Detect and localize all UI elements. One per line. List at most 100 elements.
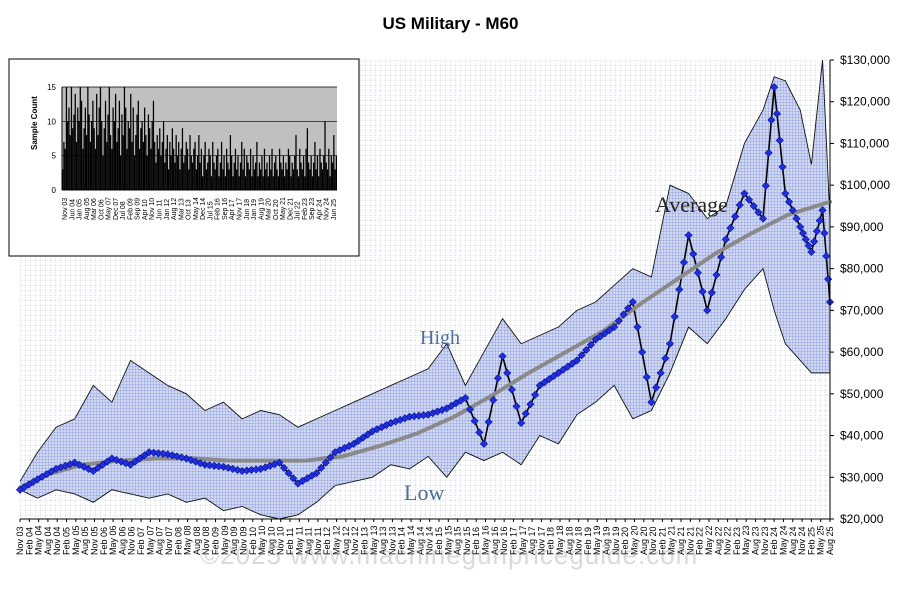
x-tick-label: Aug 18 (564, 526, 574, 555)
average-marker (822, 252, 831, 261)
inset-bar (181, 128, 184, 190)
inset-bar (102, 155, 104, 190)
average-marker (284, 469, 293, 478)
inset-bar (118, 100, 121, 190)
inset-bar (281, 169, 283, 190)
inset-bar (316, 155, 319, 190)
inset-bar (64, 148, 66, 190)
inset-x-tick-label: Apr 17 (229, 199, 236, 220)
average-marker (279, 463, 289, 472)
x-axis: Nov 03 Feb 04 May 04 Aug 04 Nov 04 Feb 05 May … (15, 518, 835, 555)
inset-bar (186, 148, 189, 190)
x-tick-label: May 25 (816, 525, 826, 555)
average-marker (289, 474, 298, 483)
inset-bar (142, 141, 144, 190)
inset-bar (143, 107, 146, 190)
average-marker (112, 456, 121, 465)
x-tick-label: Nov 06 (127, 526, 137, 555)
x-tick-label: Nov 22 (723, 526, 733, 555)
average-marker (703, 306, 712, 315)
average-marker (772, 109, 782, 118)
inset-bar (111, 148, 113, 190)
average-marker (812, 227, 822, 236)
inset-bar (318, 176, 320, 190)
inset-bar (101, 121, 103, 190)
inset-bar (246, 155, 248, 190)
inset-bar (310, 155, 312, 190)
average-marker (465, 405, 475, 414)
x-tick-label: May 11 (294, 526, 304, 555)
inset-bar (188, 169, 190, 190)
inset-ylabel: Sample Count (30, 96, 39, 150)
average-marker (349, 439, 358, 448)
inset-bars (62, 86, 337, 190)
average-marker (670, 312, 679, 321)
inset-bar (247, 162, 249, 190)
inset-bar (122, 135, 124, 190)
average-marker (317, 463, 326, 472)
inset-bar (75, 141, 78, 190)
inset-bar (189, 135, 191, 190)
x-tick-label: Nov 16 (499, 526, 509, 555)
x-tick-label: Feb 05 (62, 527, 72, 555)
average-marker (586, 340, 595, 349)
average-marker (726, 223, 735, 232)
inset-bar (265, 169, 267, 190)
inset-bar (330, 155, 332, 190)
inset-bar (200, 148, 203, 190)
average-marker (159, 449, 168, 458)
average-marker (770, 83, 779, 92)
average-marker (721, 235, 730, 244)
average-marker (568, 359, 577, 368)
inset-bar (99, 87, 102, 190)
average-marker (270, 460, 279, 469)
x-tick-label: Feb 13 (359, 527, 369, 555)
average-marker (359, 433, 368, 442)
inset-bar (162, 121, 165, 190)
inset-x-tick-label: Mar 13 (178, 198, 185, 220)
x-tick-label: May 08 (183, 525, 193, 555)
inset-bar (178, 141, 180, 190)
inset-bar (295, 135, 297, 190)
inset-bar (170, 155, 172, 190)
inset-bar (138, 148, 141, 190)
x-tick-label: Nov 03 (15, 526, 25, 555)
average-marker (675, 285, 684, 294)
x-tick-label: May 12 (332, 525, 342, 555)
inset-bar (261, 155, 263, 190)
inset-bar (169, 141, 171, 190)
inset-bar (159, 128, 161, 190)
average-marker (135, 454, 144, 463)
x-tick-label: May 09 (220, 525, 230, 555)
x-tick-label: Feb 14 (397, 527, 407, 555)
inset-bar (234, 148, 237, 190)
x-tick-label: Feb 15 (434, 527, 444, 555)
inset-bar (123, 87, 126, 190)
inset-bar (273, 162, 276, 190)
inset-x-tick-label: Feb 23 (302, 198, 309, 220)
inset-x-tick-label: Jan 12 (164, 199, 171, 220)
average-marker (717, 253, 726, 262)
average-marker (577, 351, 586, 360)
x-tick-label: Feb 25 (806, 527, 816, 555)
x-tick-label: Aug 14 (415, 526, 425, 555)
average-marker (596, 332, 605, 341)
inset-bar (79, 87, 81, 190)
inset-bar (209, 155, 211, 190)
x-tick-label: Feb 08 (173, 527, 183, 555)
inset-bar (198, 135, 200, 190)
inset-bar (154, 141, 156, 190)
annotation-low: Low (404, 480, 444, 505)
average-marker (531, 390, 540, 399)
chart-title: US Military - M60 (382, 14, 519, 33)
inset-bar (296, 169, 298, 190)
inset-bar (167, 169, 170, 190)
x-tick-label: Feb 23 (732, 527, 742, 555)
inset-bar (311, 176, 314, 190)
series-line-trend (18, 199, 832, 490)
average-marker (479, 439, 488, 448)
average-marker (781, 189, 790, 198)
x-tick-label: Aug 07 (155, 526, 165, 555)
x-tick-label: Nov 14 (425, 526, 435, 555)
